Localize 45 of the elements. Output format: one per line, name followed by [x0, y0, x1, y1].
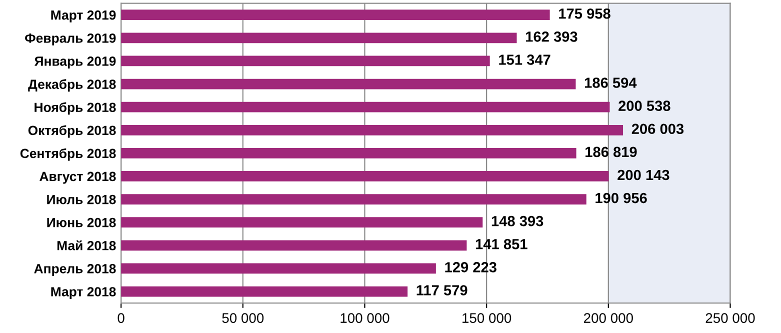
data-label: 200 538 [618, 100, 670, 112]
bar [121, 171, 609, 182]
x-tick-label: 250 000 [706, 313, 755, 323]
y-tick-label: Ноябрь 2018 [34, 102, 116, 115]
bar [121, 217, 483, 228]
y-tick-label: Февраль 2019 [25, 33, 116, 46]
data-label: 186 594 [584, 78, 637, 88]
bar [121, 240, 467, 251]
data-label: 117 579 [416, 285, 468, 296]
y-tick-label: Сентябрь 2018 [20, 148, 116, 161]
data-label: 206 003 [632, 124, 684, 134]
x-tick-label: 50 000 [222, 313, 264, 323]
y-tick-label: Апрель 2018 [34, 264, 116, 276]
y-tick-label: Июнь 2018 [47, 218, 116, 228]
y-tick-label: Январь 2019 [34, 56, 116, 68]
data-label: 129 223 [445, 262, 496, 272]
y-tick-label: Май 2018 [57, 240, 116, 250]
data-label: 190 956 [596, 192, 647, 204]
y-tick-label: Октябрь 2018 [28, 125, 116, 138]
data-label: 151 347 [499, 54, 550, 65]
bar [121, 286, 408, 297]
data-label: 200 143 [618, 170, 670, 180]
bar [121, 124, 624, 136]
data-label: 148 393 [492, 216, 544, 226]
bar [121, 263, 436, 274]
bar [121, 102, 610, 112]
bar [121, 56, 490, 66]
y-tick-label: Март 2019 [51, 10, 116, 22]
bar [121, 194, 586, 204]
bar [121, 32, 517, 44]
x-tick-label: 0 [118, 313, 124, 323]
x-tick-label: 200 000 [584, 313, 633, 323]
y-tick-label: Июль 2018 [47, 194, 116, 204]
x-tick-label: 100 000 [340, 313, 390, 323]
y-tick-label: Март 2018 [51, 287, 116, 300]
data-label: 141 851 [476, 238, 528, 250]
bar [121, 78, 576, 90]
data-label: 162 393 [526, 32, 578, 42]
bar [121, 148, 576, 158]
data-label: 175 958 [559, 8, 610, 19]
y-tick-label: Декабрь 2018 [28, 79, 116, 92]
bar [121, 10, 550, 20]
y-tick-label: Август 2018 [40, 172, 116, 184]
x-tick-label: 150 000 [462, 313, 512, 323]
data-label: 186 819 [586, 146, 637, 158]
